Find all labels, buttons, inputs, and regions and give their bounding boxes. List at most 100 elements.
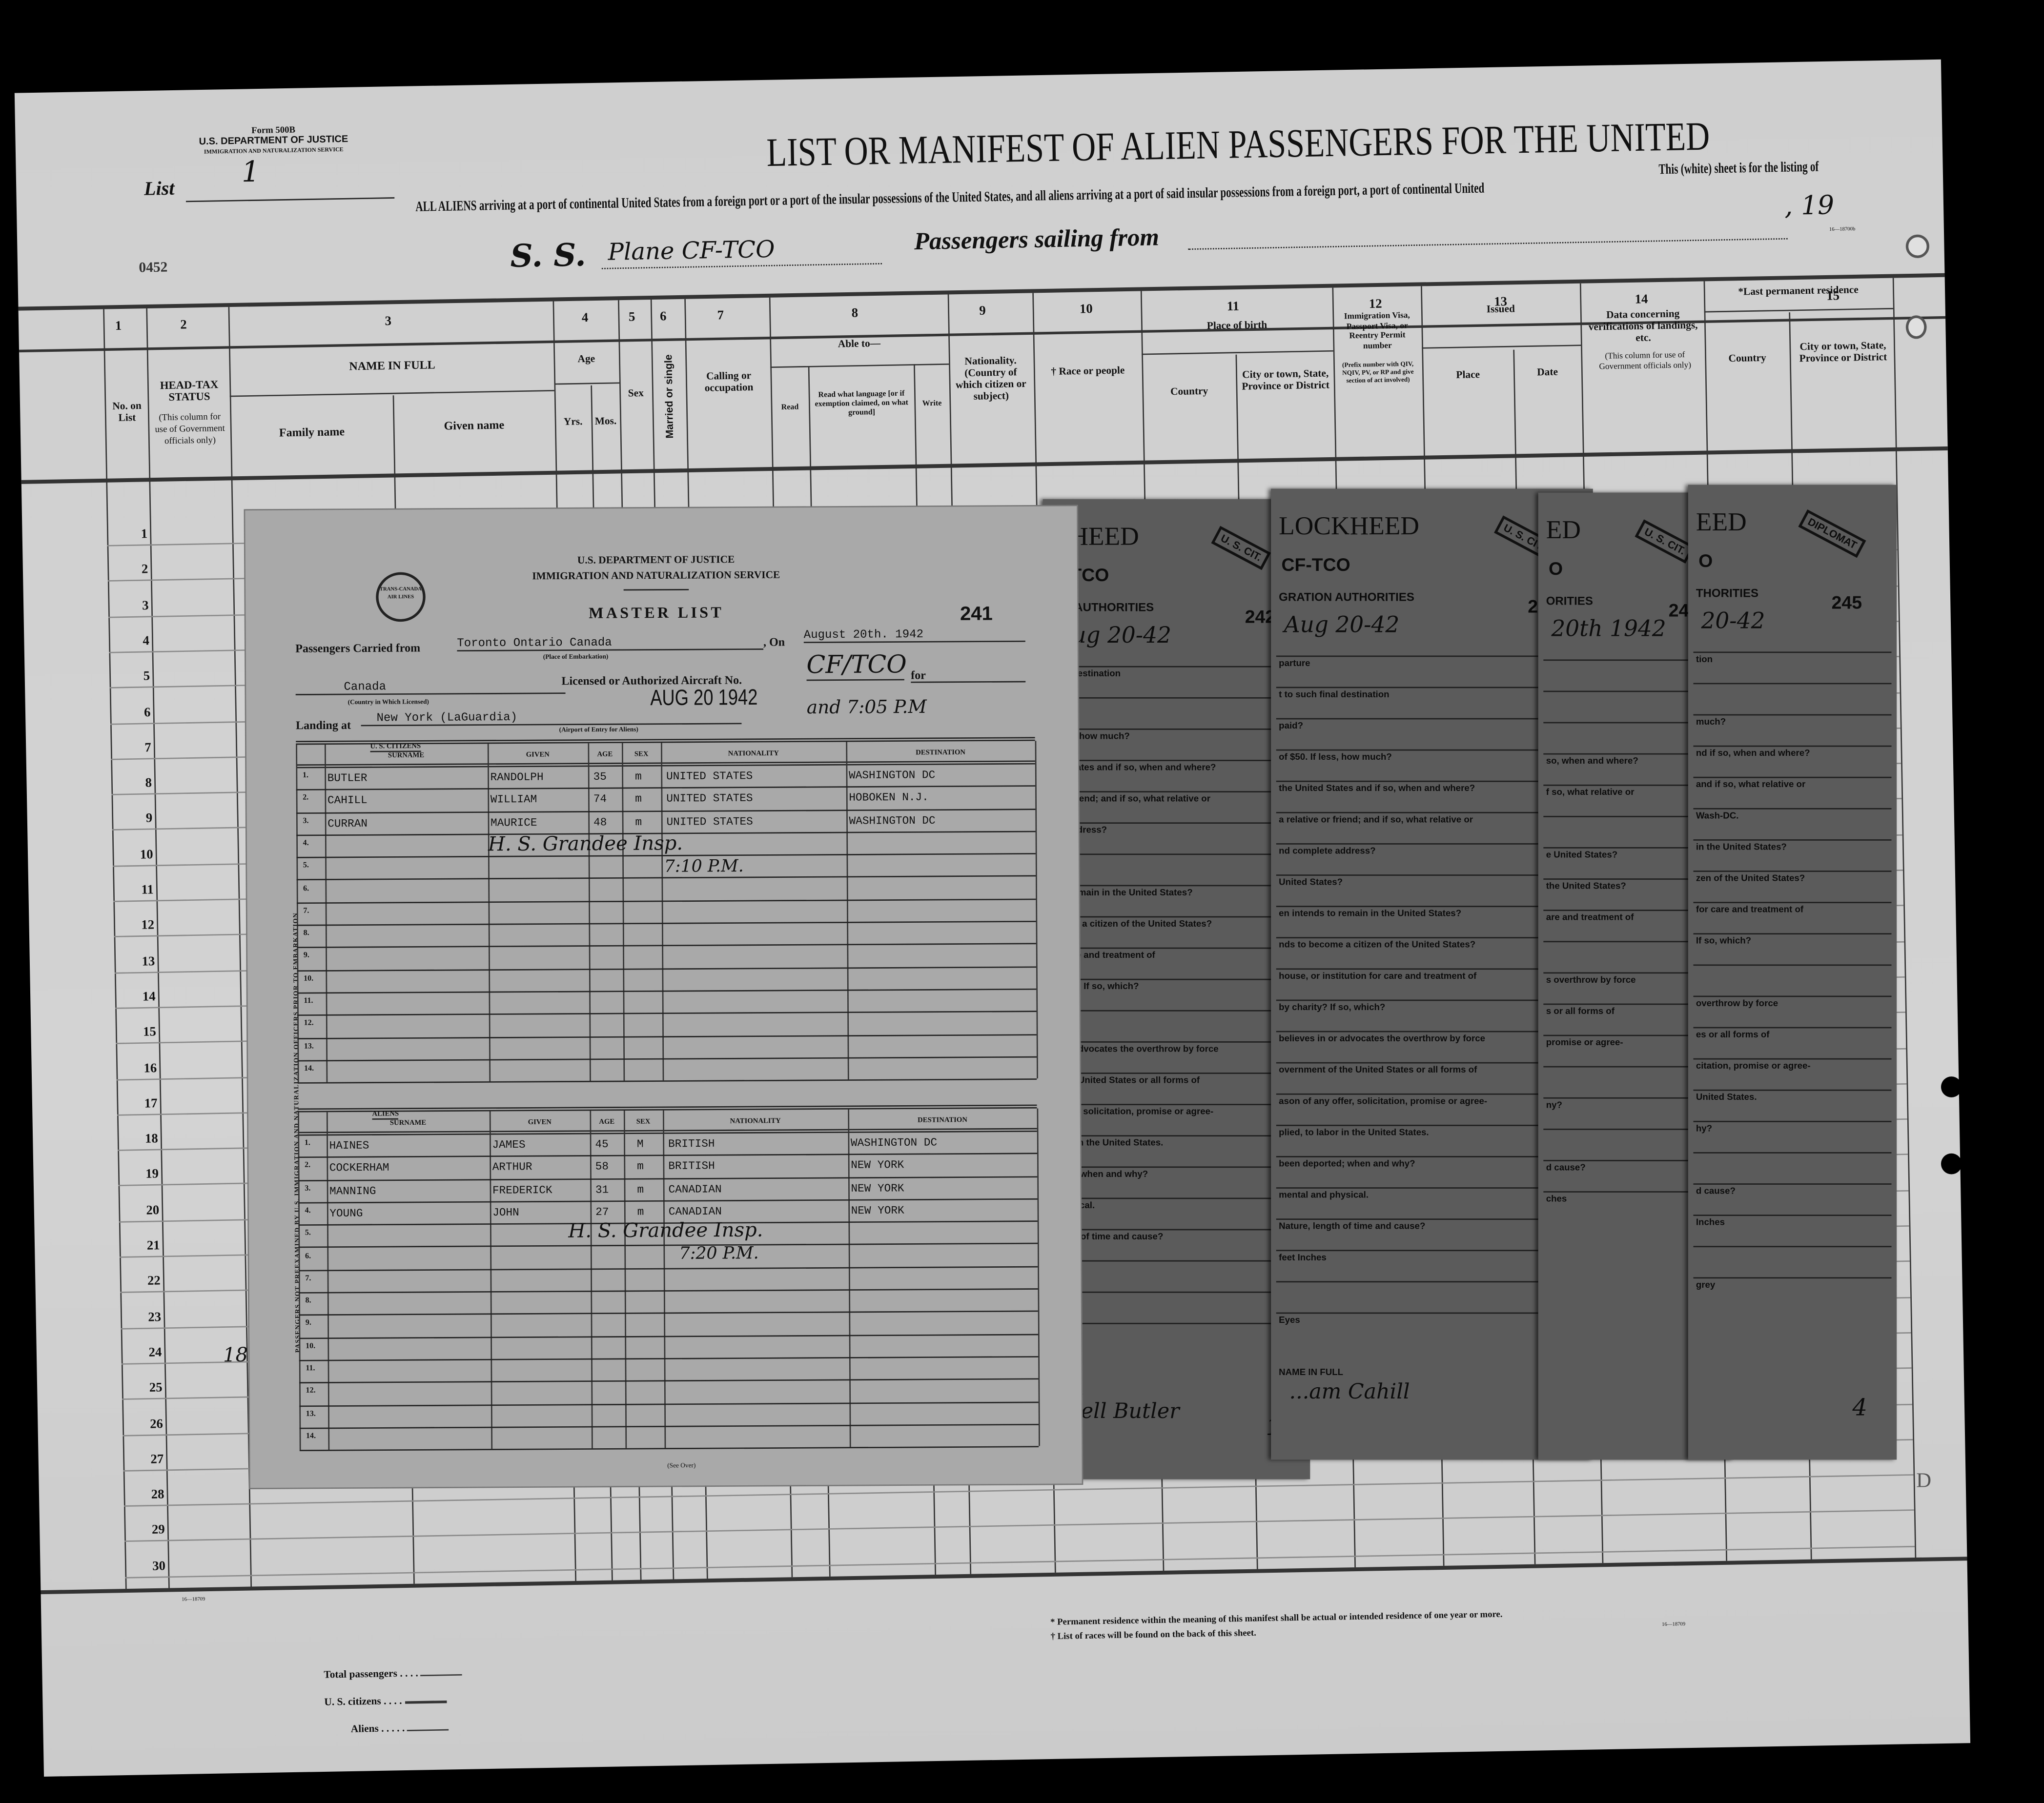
card-rule [1276, 1156, 1588, 1157]
card-question: the United States and if so, when and wh… [1279, 784, 1475, 794]
column-header: SEX [634, 750, 649, 759]
card-question: the United States? [1546, 882, 1626, 891]
card-rule [1048, 1041, 1305, 1043]
card-question: nd complete address? [1279, 847, 1376, 856]
ss-label: S. S. [510, 235, 587, 275]
row-number: 9. [303, 952, 309, 961]
cell-sex: m [637, 1205, 644, 1219]
total-passengers-label: Total passengers [324, 1667, 398, 1681]
header-write: Write [922, 400, 942, 408]
card-rule [1048, 916, 1305, 918]
header-birth-city: City or town, State, Province or Distric… [1242, 367, 1330, 392]
stamp-code: 0452 [139, 260, 168, 276]
card-rule [1543, 1097, 1729, 1099]
column-header: SEX [636, 1118, 651, 1126]
row-number: 25 [149, 1381, 163, 1396]
row-number: 1 [141, 527, 148, 542]
row-number: 1. [302, 772, 308, 780]
card-question: of the United States or all forms of [1050, 1076, 1200, 1086]
header-head-tax: HEAD-TAX STATUS [160, 377, 219, 404]
punch-hole-icon [1941, 1076, 1962, 1097]
form-header: Form 500B U.S. DEPARTMENT OF JUSTICE IMM… [182, 123, 365, 158]
card-rule [1276, 1187, 1588, 1189]
landing-caption: (Airport of Entry for Aliens) [559, 727, 638, 734]
row-number: 12 [141, 918, 155, 933]
cell-surname: COCKERHAM [329, 1161, 389, 1175]
card-rule [1276, 780, 1588, 782]
row-number: 4 [143, 634, 150, 649]
cell-destination: NEW YORK [851, 1181, 904, 1195]
card-rule [1543, 941, 1729, 943]
card-name-label: NAME IN FULL [1279, 1368, 1344, 1378]
us-citizens-label: U. S. citizens [324, 1695, 381, 1708]
card-authorities: ORITIES [1546, 594, 1593, 608]
on-date: August 20th. 1942 [803, 628, 1025, 643]
landing-label: Landing at [295, 718, 351, 732]
column-number: 14 [1635, 292, 1648, 307]
column-number: 10 [1079, 302, 1093, 317]
citizen-stamp: DIPLOMAT [1798, 509, 1866, 558]
header-visa: Immigration Visa, Passport Visa, or Reen… [1344, 311, 1410, 351]
card-rule [1543, 753, 1729, 755]
column-header: DESTINATION [918, 1116, 967, 1125]
carried-from-value: Toronto Ontario Canada [457, 635, 764, 651]
card-rule [1048, 1104, 1305, 1105]
card-rule [1543, 1034, 1729, 1036]
card-rule [1693, 651, 1892, 653]
row-number: 7 [144, 741, 151, 755]
subtitle-right-text: This (white) sheet is for the listing of [1658, 159, 1819, 178]
card-rule [1276, 1062, 1588, 1064]
card-number: 242 [1245, 606, 1276, 627]
citizens-time: 7:10 P.M. [664, 857, 744, 877]
card-rule [1543, 1191, 1729, 1193]
card-authorities: GRATION AUTHORITIES [1279, 590, 1414, 604]
card-rule [1693, 902, 1892, 903]
table-heading: ALIENS [372, 1110, 399, 1120]
row-line [299, 1446, 1039, 1452]
card-rule [1276, 999, 1588, 1001]
card-rule [1693, 1120, 1892, 1122]
card-question: hy? [1696, 1124, 1713, 1134]
card-signature: ...am Cahill [1289, 1378, 1410, 1404]
card-rule [1048, 697, 1305, 699]
row-number: 17 [144, 1096, 158, 1112]
total-passengers-row: Total passengers . . . . [324, 1659, 463, 1688]
column-header: AGE [599, 1118, 615, 1127]
card-question: Eyes [1279, 1316, 1300, 1326]
card-rule [1276, 1281, 1588, 1283]
card-question: t to such final destination [1279, 690, 1390, 700]
row-number: 11. [306, 1365, 315, 1373]
card-rule [1543, 1066, 1729, 1068]
card-authorities: THORITIES [1696, 586, 1759, 600]
header-issued-date: Date [1537, 365, 1558, 378]
card-question: parture [1279, 659, 1310, 669]
row-number: 12. [306, 1387, 316, 1396]
card-rule [1276, 968, 1588, 970]
card-question: promise or agree- [1546, 1038, 1623, 1048]
binder-clip-icon: D [1916, 1470, 1932, 1493]
row-number: 5. [305, 1230, 311, 1238]
row-number: 3 [142, 598, 149, 613]
cell-given: JAMES [492, 1138, 526, 1152]
aircraft-value: CF/TCO [806, 650, 907, 681]
card-rule [1048, 885, 1305, 887]
card-rule [1693, 1246, 1892, 1248]
card-header: ED [1546, 516, 1581, 545]
card-question: s or all forms of [1546, 1007, 1615, 1017]
card-question: ches [1546, 1195, 1567, 1204]
card-question: for care and treatment of [1696, 906, 1804, 915]
card-question: of $50. If less, how much? [1279, 753, 1392, 763]
row-number: 19 [145, 1168, 159, 1182]
card-rule [1543, 1128, 1729, 1130]
aliens-time: 7:20 P.M. [679, 1244, 759, 1264]
card-question: Wash-DC. [1696, 811, 1739, 821]
citizen-stamp: U. S. CIT. [1211, 526, 1271, 570]
card-question: in or advocates the overthrow by force [1050, 1045, 1219, 1054]
card-question: and if so, what relative or [1696, 780, 1806, 790]
row-number: 2. [305, 1162, 311, 1170]
column-number: 1 [115, 319, 122, 334]
card-rule [1276, 1031, 1588, 1033]
cell-sex: m [637, 1160, 644, 1174]
carried-from-caption: (Place of Embarkation) [543, 654, 609, 662]
aliens-row: Aliens . . . . . [325, 1713, 464, 1743]
